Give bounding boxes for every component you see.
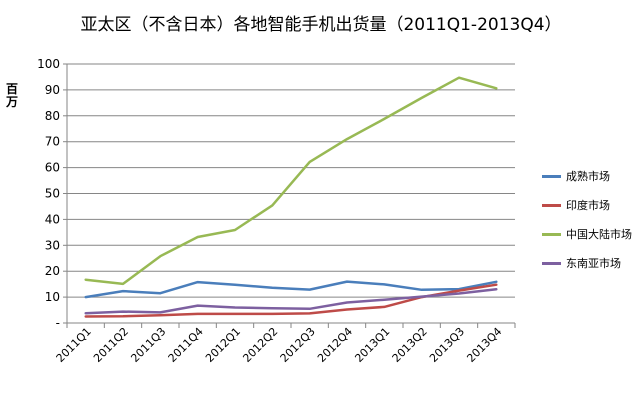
series-lines [84,76,498,318]
legend-swatch [542,175,561,178]
legend-item-3: 东南亚市场 [542,253,638,282]
x-tick-label-2013Q4: 2013Q4 [464,325,504,365]
y-tick-label: - [56,316,60,330]
y-tick-label: 40 [45,212,60,226]
legend-item-2: 中国大陆市场 [542,224,638,253]
x-tick-label-2012Q3: 2012Q3 [278,325,318,365]
tick-labels: - 10 20 30 40 50 60 70 80 90 100 2011Q12011Q22011Q3… [37,57,504,365]
x-tick-label-2011Q2: 2011Q2 [91,325,131,365]
x-tick-label-2012Q4: 2012Q4 [315,325,355,365]
legend-label: 东南亚市场 [566,257,621,270]
y-tick-label: 70 [45,135,60,149]
legend-label: 印度市场 [566,199,610,212]
legend-swatch [542,204,561,207]
legend-label: 成熟市场 [566,170,610,183]
y-tick-label: 30 [45,238,60,252]
legend-swatch [542,233,561,236]
y-tick-label: 10 [45,290,60,304]
y-tick-label: 50 [45,187,60,201]
series-line-3 [84,288,498,315]
y-tick-label: 80 [45,109,60,123]
series-line-0 [84,280,498,299]
legend-swatch [542,262,561,265]
x-tick-label-2013Q3: 2013Q3 [427,325,467,365]
x-tick-label-2012Q1: 2012Q1 [203,325,243,365]
axes [63,63,516,328]
x-tick-label-2012Q2: 2012Q2 [240,325,280,365]
gridlines [67,63,515,298]
y-axis-label: 百万 [5,82,18,109]
legend-item-0: 成熟市场 [542,166,638,195]
y-tick-label: 100 [37,57,60,71]
x-tick-label-2011Q3: 2011Q3 [128,325,168,365]
y-tick-label: 60 [45,161,60,175]
x-tick-label-2013Q1: 2013Q1 [352,325,392,365]
x-tick-label-2011Q1: 2011Q1 [54,325,94,365]
legend-item-1: 印度市场 [542,195,638,224]
y-tick-label: 90 [45,83,60,97]
series-line-2 [84,76,498,286]
legend-label: 中国大陆市场 [566,228,632,241]
chart-title: 亚太区（不含日本）各地智能手机出货量（2011Q1-2013Q4） [80,15,562,35]
y-tick-label: 20 [45,264,60,278]
legend: 成熟市场印度市场中国大陆市场 东南亚市场 [542,166,638,282]
x-tick-label-2013Q2: 2013Q2 [390,325,430,365]
x-tick-label-2011Q4: 2011Q4 [166,325,206,365]
